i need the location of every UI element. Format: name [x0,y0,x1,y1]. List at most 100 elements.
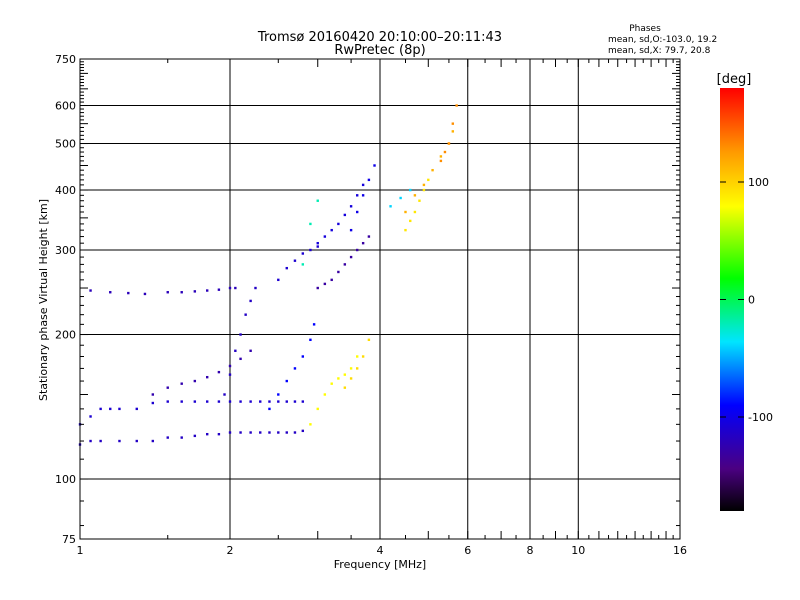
data-point [427,178,430,182]
data-point [330,278,333,282]
data-point [268,431,271,434]
x-tick-label: 4 [377,544,384,557]
data-point [205,432,209,436]
data-point [193,290,197,293]
data-point [413,194,417,197]
data-point [323,235,327,238]
data-point [316,245,319,248]
data-point [349,205,353,208]
data-point [234,286,237,290]
data-point [205,289,209,292]
colorbar-label: [deg] [717,72,752,87]
data-point [193,434,197,438]
data-point [244,313,247,316]
x-tick-label: 6 [464,544,471,557]
data-point [228,400,232,403]
chart-title-line1: Tromsø 20160420 20:10:00–20:11:43 [257,30,502,45]
data-point [349,367,353,370]
data-point [451,122,455,125]
data-point [217,400,221,403]
data-point [337,270,340,274]
data-point [337,377,340,380]
x-axis: 1 2 4 6 8 10 16 [77,59,687,557]
data-point [418,199,421,202]
data-point [431,168,434,172]
y-tick-label: 300 [55,244,76,257]
data-point [217,432,221,436]
data-point [166,386,169,389]
x-tick-label: 1 [77,544,84,557]
data-point [228,431,232,434]
grid-lines [80,59,680,539]
data-point [316,199,319,202]
data-point [337,222,340,226]
data-point [259,400,262,403]
data-point [223,393,226,396]
data-point [361,241,365,245]
data-point [239,431,242,434]
data-point [285,400,288,403]
data-point [361,183,365,187]
data-point [135,439,138,443]
data-point [309,423,312,426]
data-point [89,415,92,418]
data-point [367,178,371,182]
data-point [312,323,316,326]
data-point [259,431,262,434]
data-point [166,400,169,403]
data-point [301,263,305,266]
data-point [355,355,359,358]
data-point [277,431,280,434]
x-tick-label: 10 [571,544,585,557]
data-point [343,263,347,266]
data-point [361,194,365,197]
data-point [193,400,197,403]
data-point [301,252,305,255]
data-point [439,155,443,158]
data-point [455,104,458,107]
data-point [109,407,112,411]
data-point [349,228,353,232]
data-point [99,407,102,411]
colorbar-tick-label: 100 [748,176,769,189]
y-axis-label: Stationary phase Virtual Height [km] [37,199,50,401]
data-point [309,222,312,226]
data-point [89,439,92,443]
data-point [285,431,288,434]
data-point [293,431,297,434]
data-point [180,400,183,403]
data-point [285,266,288,270]
data-point [143,292,147,296]
x-tick-label: 16 [673,544,687,557]
data-point [249,431,252,434]
chart-title-line2: RwPretec (8p) [334,43,425,58]
data-point [293,400,297,403]
data-point [239,333,242,336]
data-point [109,291,112,294]
data-point [309,338,312,342]
y-tick-label: 400 [55,184,76,197]
data-point [404,228,407,232]
data-point [239,400,242,403]
colorbar-tick-label: -100 [748,411,773,424]
data-point [239,357,242,361]
data-point [373,164,376,167]
data-point [277,393,280,396]
data-point [355,367,359,370]
data-point [355,194,359,197]
data-point [343,386,347,389]
data-point [151,393,155,396]
y-tick-label: 200 [55,329,76,342]
data-point [349,255,353,259]
data-point [166,291,169,294]
data-point [451,130,455,133]
data-point [277,400,280,403]
data-point [217,288,221,291]
y-tick-label: 75 [62,533,76,546]
data-point [293,259,297,262]
data-point [249,299,252,303]
phases-o-stats: mean, sd,O:-103.0, 19.2 [608,35,717,45]
data-point [193,379,197,383]
data-point [355,248,359,252]
